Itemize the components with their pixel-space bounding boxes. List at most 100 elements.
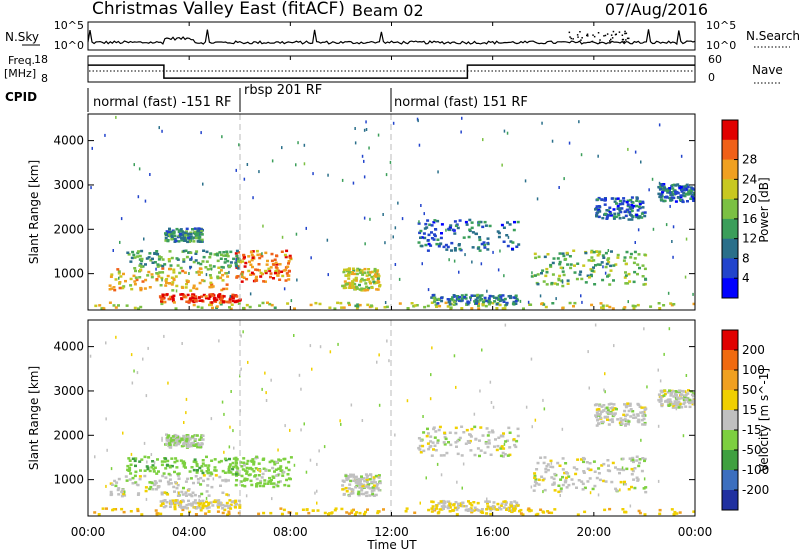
echo-cell [196,481,200,484]
echo-cell [369,217,371,221]
echo-cell [468,441,471,444]
echo-cell [219,253,223,257]
echo-cell [318,449,320,453]
echo-cell [268,460,272,464]
echo-cell [439,500,443,503]
echo-cell [254,474,258,477]
echo-cell [340,507,344,511]
echo-cell [202,249,206,252]
echo-cell [269,482,273,485]
echo-cell [438,304,442,308]
echo-cell [172,301,176,304]
echo-cell [158,264,162,267]
echo-cell [186,443,190,447]
search-count-point [606,33,609,35]
echo-cell [196,233,200,237]
echo-cell [433,234,437,238]
echo-cell [637,420,641,424]
echo-cell [170,457,174,460]
echo-cell [545,267,549,271]
echo-cell [360,277,364,281]
echo-cell [257,512,261,516]
echo-cell [486,248,490,251]
echo-cell [120,494,124,498]
echo-cell [505,301,509,305]
echo-cell [582,460,585,464]
echo-cell [670,193,674,197]
echo-cell [237,267,241,270]
echo-cell [448,258,450,262]
echo-cell [334,507,338,510]
echo-cell [362,485,366,488]
echo-cell [333,508,337,512]
echo-cell [561,427,564,431]
echo-cell [194,438,198,441]
echo-cell [432,448,435,451]
echo-cell [661,190,665,194]
echo-cell [160,502,164,505]
echo-cell [429,435,433,438]
echo-cell [480,242,484,246]
echo-cell [471,246,475,249]
echo-cell [225,272,229,275]
echo-cell [686,200,689,203]
echo-cell [170,464,174,468]
echo-cell [153,251,157,255]
echo-cell [199,436,203,439]
echo-cell [386,339,388,343]
echo-cell [629,408,633,411]
echo-cell [158,295,162,298]
echo-cell [603,508,607,512]
echo-cell [429,440,433,443]
echo-cell [630,196,634,199]
echo-cell [187,499,190,503]
echo-cell [136,509,140,513]
echo-cell [641,201,645,204]
echo-cell [240,334,242,338]
echo-cell [611,461,615,465]
echo-cell [536,461,540,465]
echo-cell [117,493,121,496]
echo-cell [608,283,612,286]
echo-cell [559,266,563,269]
echo-cell [622,413,626,417]
echo-cell [354,486,358,489]
echo-cell [436,506,438,510]
echo-cell [166,480,170,484]
echo-cell [583,510,587,514]
echo-cell [147,256,151,259]
echo-cell [152,467,156,471]
cpid-segment-1: normal (fast) -151 RF [93,95,232,110]
echo-cell [424,243,428,247]
echo-cell [638,458,642,461]
echo-cell [487,241,490,245]
echo-cell [632,204,636,208]
echo-cell [546,253,550,256]
echo-cell [507,507,509,511]
echo-cell [219,504,223,507]
echo-cell [171,499,175,502]
echo-cell [112,286,116,289]
echo-cell [501,163,503,167]
echo-cell [495,448,499,452]
echo-cell [367,286,371,290]
echo-cell [597,407,601,411]
echo-cell [537,478,541,481]
echo-cell [242,253,246,257]
echo-cell [242,457,246,460]
echo-cell [271,159,274,163]
echo-cell [219,484,222,487]
echo-cell [158,126,160,130]
sky-tick-bottom: 10^0 [54,39,84,52]
echo-cell [616,204,620,208]
echo-cell [584,251,588,255]
echo-cell [388,359,390,363]
echo-cell [273,258,277,261]
echo-cell [199,446,202,449]
echo-cell [606,418,609,421]
echo-cell [614,215,618,219]
echo-cell [258,481,262,485]
echo-cell [480,508,484,511]
echo-cell [351,267,355,270]
echo-cell [635,199,639,202]
